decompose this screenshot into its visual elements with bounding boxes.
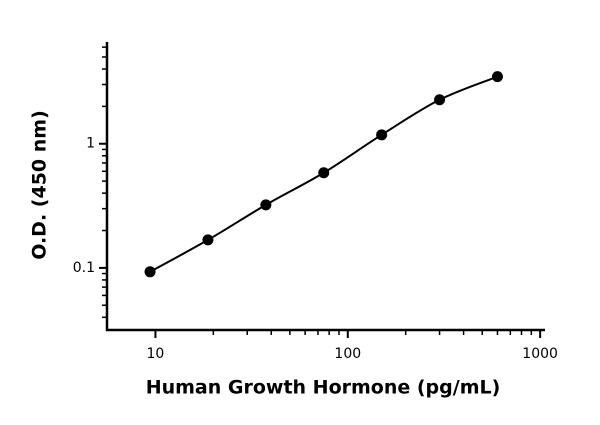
x-tick-label: 1000 (522, 346, 558, 362)
x-tick-label: 10 (147, 346, 165, 362)
point (491, 71, 503, 83)
x-axis-label: Human Growth Hormone (pg/mL) (146, 377, 501, 399)
point (260, 199, 272, 211)
point (144, 266, 156, 278)
y-axis-label: O.D. (450 nm) (29, 110, 51, 260)
point (376, 129, 388, 141)
y-tick-label: 0.1 (73, 260, 95, 276)
point (434, 94, 446, 106)
point (318, 167, 330, 179)
point (202, 234, 214, 246)
x-tick-label: 100 (334, 346, 361, 362)
y-tick-label: 1 (86, 136, 95, 152)
